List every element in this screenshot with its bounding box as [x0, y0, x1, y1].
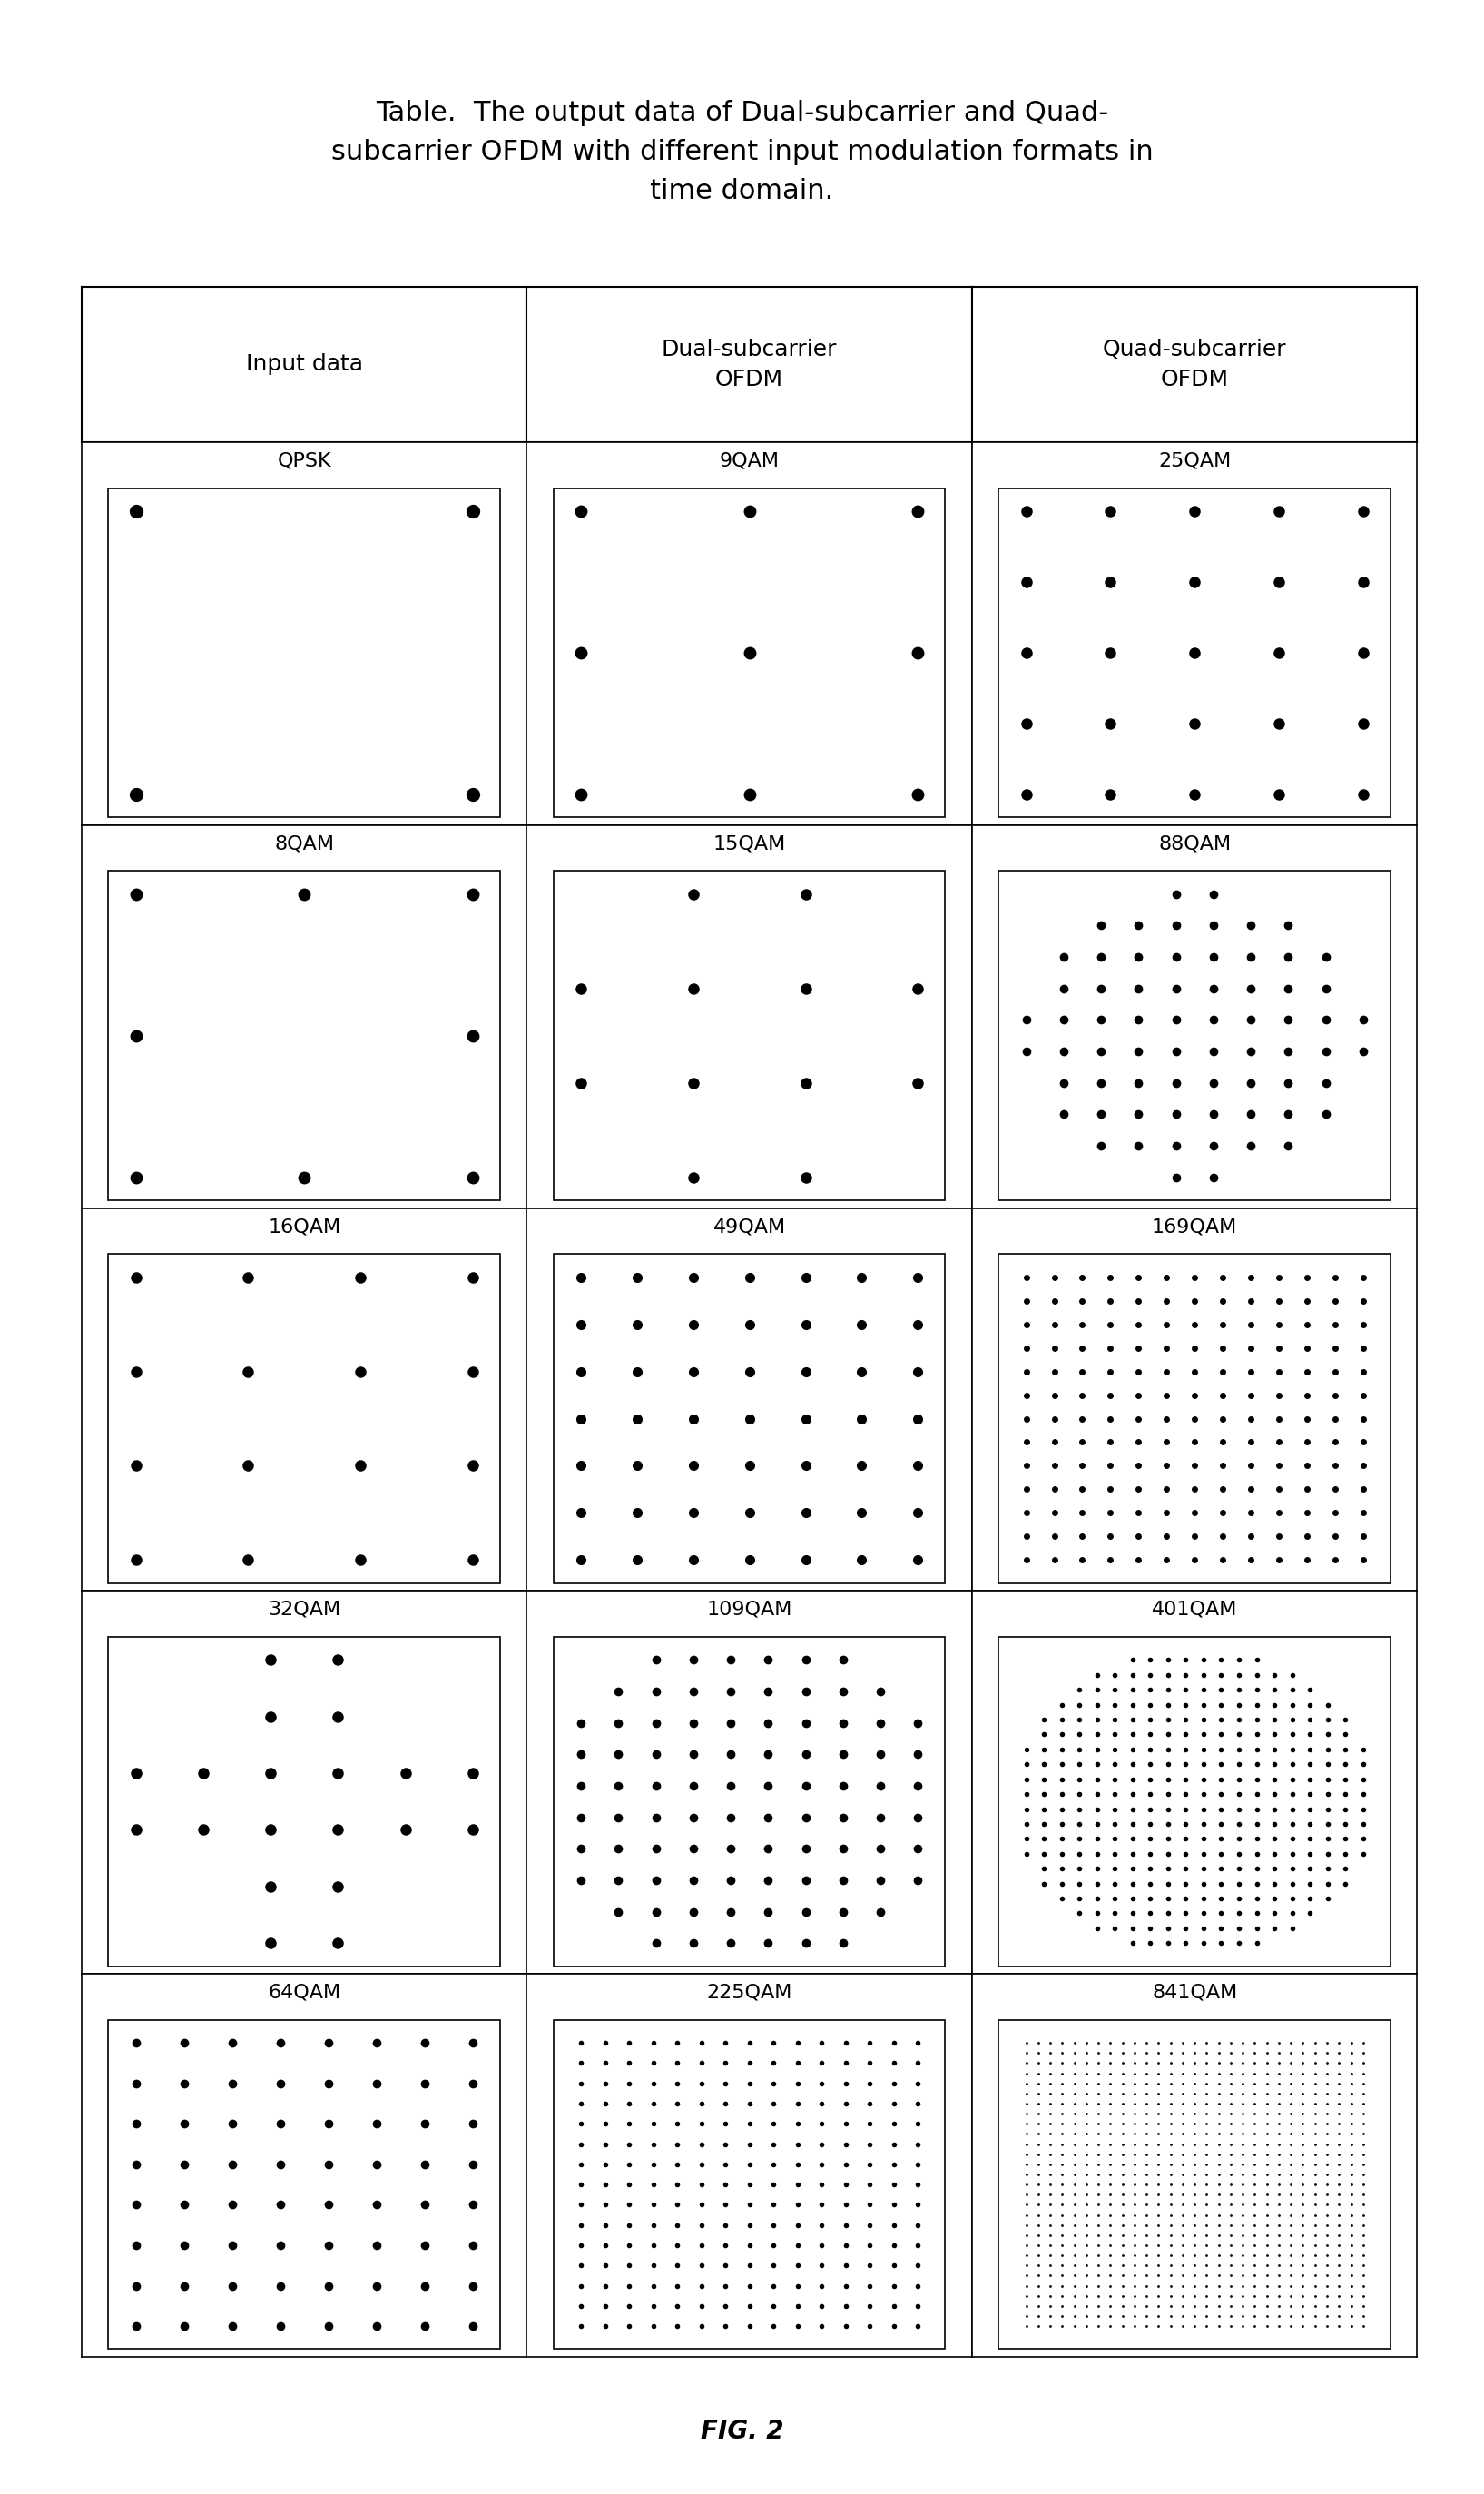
Text: QPSK: QPSK: [278, 451, 331, 469]
Bar: [999, 489, 1391, 818]
Text: Quad-subcarrier
OFDM: Quad-subcarrier OFDM: [1103, 339, 1287, 392]
Text: FIG. 2: FIG. 2: [700, 2419, 784, 2444]
Bar: [108, 1636, 500, 1965]
Bar: [999, 2020, 1391, 2349]
Text: 169QAM: 169QAM: [1152, 1217, 1238, 1235]
Bar: [554, 2020, 945, 2349]
Text: 49QAM: 49QAM: [712, 1217, 787, 1235]
Text: 25QAM: 25QAM: [1158, 451, 1232, 469]
Bar: [554, 1254, 945, 1584]
Text: 15QAM: 15QAM: [712, 835, 787, 853]
Text: 32QAM: 32QAM: [267, 1601, 341, 1619]
Text: 9QAM: 9QAM: [720, 451, 779, 469]
Text: 88QAM: 88QAM: [1158, 835, 1232, 853]
Text: 841QAM: 841QAM: [1152, 1983, 1238, 2003]
Bar: [554, 489, 945, 818]
Text: Dual-subcarrier
OFDM: Dual-subcarrier OFDM: [662, 339, 837, 392]
Bar: [108, 2020, 500, 2349]
Text: 109QAM: 109QAM: [706, 1601, 792, 1619]
Bar: [999, 1636, 1391, 1965]
Text: 64QAM: 64QAM: [267, 1983, 341, 2003]
Text: Table.  The output data of Dual-subcarrier and Quad-
subcarrier OFDM with differ: Table. The output data of Dual-subcarrie…: [331, 100, 1153, 205]
Text: 8QAM: 8QAM: [275, 835, 334, 853]
Bar: [108, 870, 500, 1200]
Text: 225QAM: 225QAM: [706, 1983, 792, 2003]
Bar: [999, 1254, 1391, 1584]
Text: 16QAM: 16QAM: [267, 1217, 341, 1235]
Text: 401QAM: 401QAM: [1152, 1601, 1238, 1619]
Bar: [108, 489, 500, 818]
Text: Input data: Input data: [246, 354, 362, 374]
Bar: [999, 870, 1391, 1200]
Bar: [554, 870, 945, 1200]
Bar: [108, 1254, 500, 1584]
Bar: [554, 1636, 945, 1965]
